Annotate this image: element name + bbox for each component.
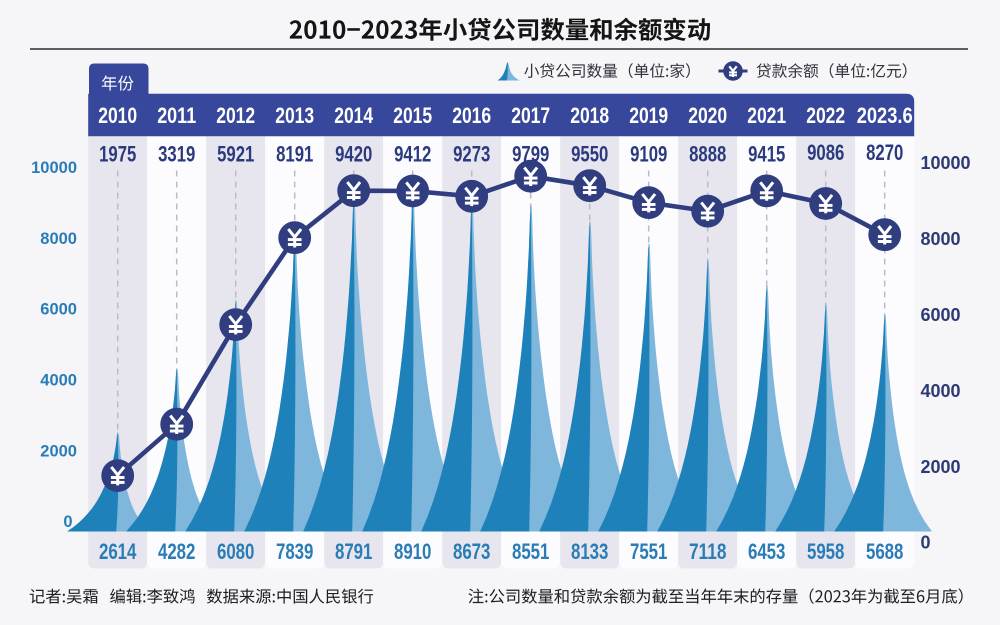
svg-text:7118: 7118 <box>689 539 727 564</box>
svg-text:5958: 5958 <box>807 539 845 564</box>
svg-text:9109: 9109 <box>630 141 667 166</box>
svg-text:5921: 5921 <box>217 141 254 166</box>
svg-text:9799: 9799 <box>512 141 549 166</box>
svg-text:4000: 4000 <box>40 372 77 390</box>
svg-text:6000: 6000 <box>40 301 77 319</box>
svg-text:2000: 2000 <box>921 457 961 477</box>
svg-text:7551: 7551 <box>630 539 668 564</box>
svg-text:9273: 9273 <box>453 141 490 166</box>
svg-text:1975: 1975 <box>99 141 136 166</box>
svg-text:2022: 2022 <box>806 103 845 128</box>
svg-text:4000: 4000 <box>921 381 961 401</box>
svg-text:8000: 8000 <box>921 229 961 249</box>
svg-text:2017: 2017 <box>511 103 550 128</box>
svg-text:2010: 2010 <box>98 103 137 128</box>
svg-text:2000: 2000 <box>40 442 77 460</box>
svg-text:9086: 9086 <box>807 140 844 165</box>
svg-text:0: 0 <box>921 533 931 553</box>
svg-text:2019: 2019 <box>629 103 668 128</box>
svg-text:6453: 6453 <box>748 539 786 564</box>
svg-text:2012: 2012 <box>216 103 255 128</box>
svg-text:8551: 8551 <box>512 539 550 564</box>
svg-text:2011: 2011 <box>157 103 196 128</box>
svg-text:8270: 8270 <box>866 140 903 165</box>
svg-text:10000: 10000 <box>31 159 77 177</box>
svg-text:2013: 2013 <box>275 103 314 128</box>
svg-text:2014: 2014 <box>334 103 374 128</box>
svg-text:6080: 6080 <box>217 539 255 564</box>
svg-text:2016: 2016 <box>452 103 491 128</box>
svg-text:8791: 8791 <box>335 539 373 564</box>
svg-text:2021: 2021 <box>747 103 786 128</box>
svg-text:5688: 5688 <box>866 539 904 564</box>
svg-text:9415: 9415 <box>748 141 785 166</box>
svg-text:8191: 8191 <box>276 141 313 166</box>
svg-text:6000: 6000 <box>921 305 961 325</box>
svg-text:10000: 10000 <box>921 153 971 173</box>
svg-text:2018: 2018 <box>570 103 609 128</box>
svg-text:3319: 3319 <box>158 141 195 166</box>
svg-text:8910: 8910 <box>394 539 432 564</box>
svg-text:8673: 8673 <box>453 539 491 564</box>
svg-text:2023.6: 2023.6 <box>857 103 913 128</box>
svg-text:8888: 8888 <box>689 141 726 166</box>
svg-text:2020: 2020 <box>688 103 727 128</box>
svg-text:9550: 9550 <box>571 141 608 166</box>
svg-text:2015: 2015 <box>393 103 432 128</box>
svg-text:8133: 8133 <box>571 539 609 564</box>
svg-text:4282: 4282 <box>158 539 196 564</box>
svg-text:0: 0 <box>63 513 72 531</box>
svg-text:9412: 9412 <box>394 141 431 166</box>
svg-text:9420: 9420 <box>335 141 372 166</box>
svg-text:7839: 7839 <box>276 539 314 564</box>
svg-text:8000: 8000 <box>40 230 77 248</box>
svg-text:2614: 2614 <box>99 539 137 564</box>
